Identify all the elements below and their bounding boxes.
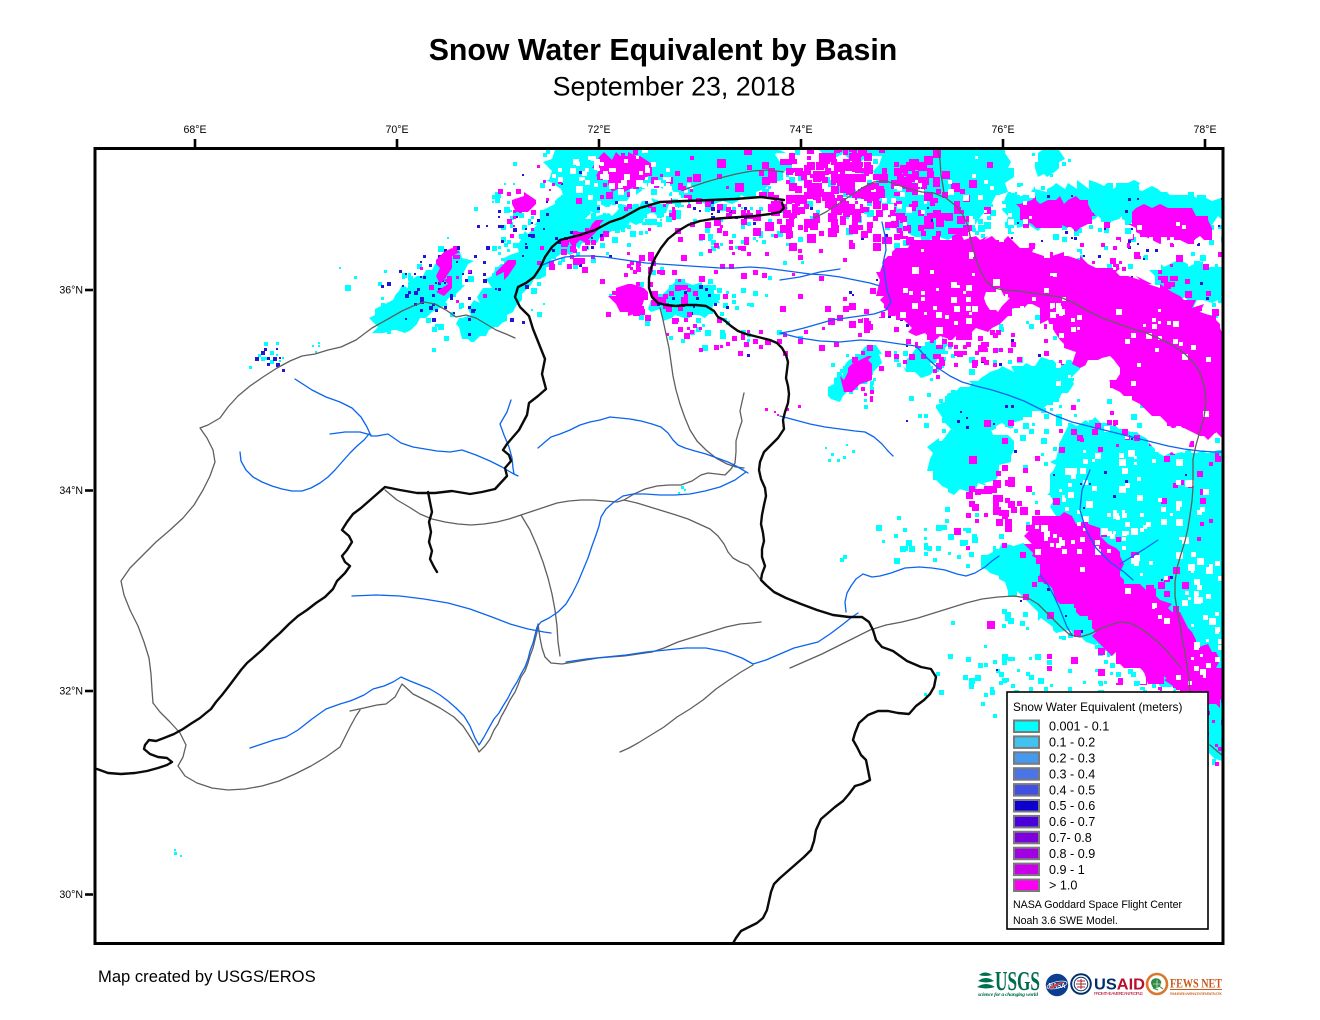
svg-text:0.6 - 0.7: 0.6 - 0.7 [1049, 815, 1095, 829]
svg-text:36°N: 36°N [59, 285, 83, 297]
svg-text:0.7- 0.8: 0.7- 0.8 [1049, 831, 1092, 845]
svg-text:0.4 - 0.5: 0.4 - 0.5 [1049, 783, 1095, 797]
svg-text:FROM THE AMERICAN PEOPLE: FROM THE AMERICAN PEOPLE [1094, 991, 1143, 996]
svg-text:32°N: 32°N [59, 686, 83, 698]
svg-text:science for a changing world: science for a changing world [977, 992, 1038, 998]
svg-text:72°E: 72°E [587, 124, 610, 136]
svg-text:September 23, 2018: September 23, 2018 [553, 72, 796, 102]
svg-text:FAMINE EARLY WARNING SYSTEMS N: FAMINE EARLY WARNING SYSTEMS NETWORK [1170, 992, 1223, 996]
svg-text:74°E: 74°E [789, 124, 812, 136]
svg-text:0.001 - 0.1: 0.001 - 0.1 [1049, 720, 1109, 734]
svg-text:Noah 3.6 SWE Model.: Noah 3.6 SWE Model. [1013, 915, 1118, 927]
svg-text:78°E: 78°E [1193, 124, 1216, 136]
svg-text:0.2 - 0.3: 0.2 - 0.3 [1049, 752, 1095, 766]
svg-text:Snow Water Equivalent by Basin: Snow Water Equivalent by Basin [429, 34, 898, 67]
svg-text:0.5 - 0.6: 0.5 - 0.6 [1049, 799, 1095, 813]
svg-text:34°N: 34°N [59, 485, 83, 497]
svg-text:0.9 - 1: 0.9 - 1 [1049, 863, 1085, 877]
svg-text:NASA: NASA [1049, 981, 1066, 990]
svg-text:Snow Water Equivalent (meters): Snow Water Equivalent (meters) [1013, 700, 1182, 714]
svg-text:70°E: 70°E [385, 124, 408, 136]
svg-text:> 1.0: > 1.0 [1049, 879, 1077, 893]
svg-text:30°N: 30°N [59, 889, 83, 901]
svg-text:FEWS NET: FEWS NET [1170, 976, 1222, 991]
svg-text:0.8 - 0.9: 0.8 - 0.9 [1049, 847, 1095, 861]
svg-text:NASA Goddard Space Flight Cent: NASA Goddard Space Flight Center [1013, 899, 1182, 911]
svg-text:76°E: 76°E [991, 124, 1014, 136]
svg-text:0.1 - 0.2: 0.1 - 0.2 [1049, 736, 1095, 750]
svg-text:68°E: 68°E [183, 124, 206, 136]
svg-text:USGS: USGS [995, 966, 1040, 996]
svg-text:Map created by USGS/EROS: Map created by USGS/EROS [98, 967, 316, 986]
svg-text:0.3 - 0.4: 0.3 - 0.4 [1049, 767, 1095, 781]
svg-text:USAID: USAID [1094, 977, 1145, 994]
